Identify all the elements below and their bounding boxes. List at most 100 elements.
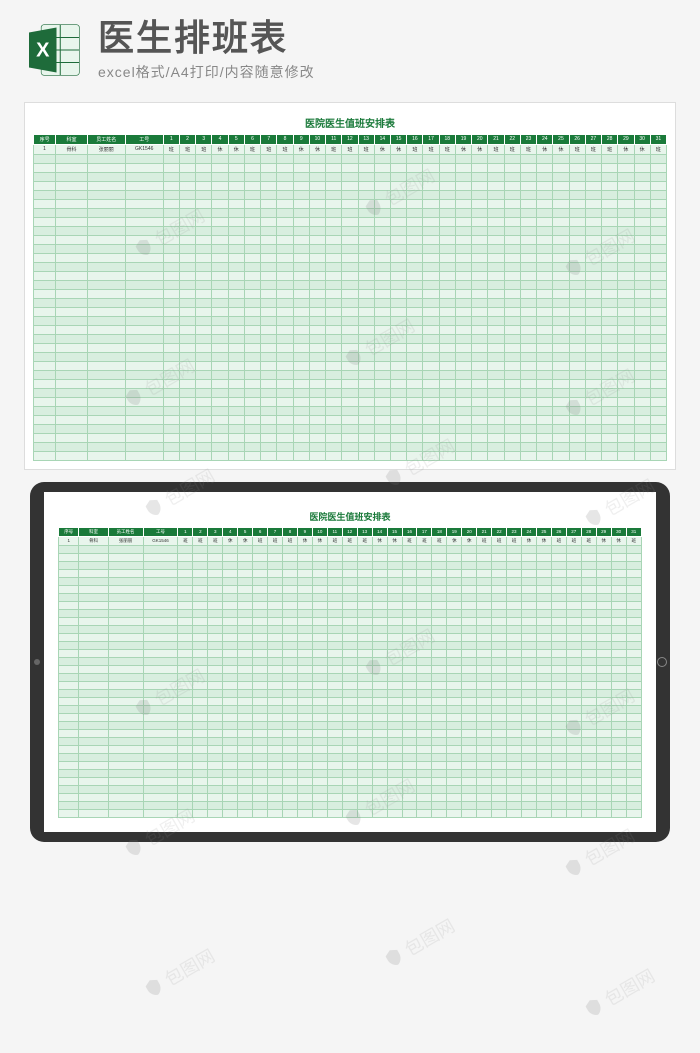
table-cell [59,641,79,649]
col-header-day: 25 [536,527,551,536]
table-row [59,761,642,769]
table-cell [402,577,417,585]
table-cell [357,649,372,657]
table-cell [553,370,569,379]
table-cell [297,657,312,665]
table-cell [196,433,212,442]
table-cell [596,569,611,577]
table-cell [277,154,293,163]
table-cell [342,689,357,697]
table-cell [297,713,312,721]
table-cell-shift: 班 [261,144,277,154]
table-cell [327,689,342,697]
table-row [59,625,642,633]
table-cell [596,649,611,657]
table-cell [634,406,650,415]
table-cell [223,577,238,585]
table-cell [391,271,407,280]
table-cell [268,585,283,593]
table-cell [455,406,471,415]
table-cell [626,769,641,777]
table-cell [634,343,650,352]
table-cell [566,777,581,785]
table-cell [566,753,581,761]
table-cell [650,352,666,361]
table-cell [537,433,553,442]
table-cell-shift: 休 [596,536,611,545]
table-cell [212,280,228,289]
table-cell [488,253,504,262]
table-row [59,705,642,713]
table-cell [462,737,477,745]
table-cell [358,307,374,316]
table-cell [522,785,537,793]
table-cell [179,415,195,424]
table-cell [477,801,492,809]
table-cell [472,316,488,325]
table-cell [402,569,417,577]
table-cell [34,226,56,235]
table-cell [56,307,88,316]
table-cell [650,424,666,433]
table-cell [342,190,358,199]
table-cell [553,244,569,253]
table-cell [312,625,327,633]
table-cell [253,721,268,729]
table-cell [178,657,193,665]
table-cell [432,553,447,561]
table-cell [432,569,447,577]
table-cell [108,769,143,777]
table-cell [611,633,626,641]
table-cell [507,625,522,633]
table-cell [56,208,88,217]
table-cell [391,433,407,442]
table-cell [277,334,293,343]
table-cell [208,577,223,585]
table-cell [387,561,402,569]
table-cell [423,199,439,208]
table-cell [196,361,212,370]
table-cell [402,641,417,649]
table-cell [374,154,390,163]
table-cell [650,370,666,379]
table-cell [196,316,212,325]
table-cell [208,713,223,721]
table-cell [536,785,551,793]
table-cell [372,649,387,657]
table-cell [79,601,108,609]
table-cell [462,577,477,585]
table-cell [569,271,585,280]
table-cell [357,577,372,585]
table-cell [358,199,374,208]
table-cell [423,181,439,190]
table-cell [569,154,585,163]
table-cell-shift: 休 [634,144,650,154]
table-cell-shift: 班 [179,144,195,154]
table-cell [432,649,447,657]
table-cell [372,785,387,793]
table-cell [163,226,179,235]
table-cell [79,713,108,721]
col-header: 序号 [34,134,56,144]
col-header-day: 2 [179,134,195,144]
table-cell [504,244,520,253]
table-cell [309,316,325,325]
table-cell [268,761,283,769]
table-cell [569,199,585,208]
table-cell [407,388,423,397]
table-cell [253,601,268,609]
table-row [34,217,667,226]
table-cell [611,681,626,689]
table-cell [372,601,387,609]
table-cell [520,172,536,181]
table-cell [566,569,581,577]
table-cell [326,406,342,415]
table-cell [566,577,581,585]
table-cell [253,785,268,793]
table-cell [402,769,417,777]
table-cell [108,737,143,745]
table-cell [551,753,566,761]
table-cell [196,244,212,253]
table-cell [283,713,298,721]
table-cell [59,697,79,705]
